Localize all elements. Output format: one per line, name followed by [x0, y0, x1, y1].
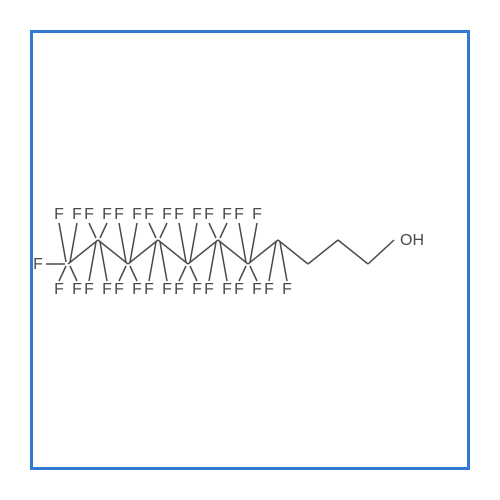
atom-label: F	[132, 281, 142, 298]
atom-label: F	[174, 206, 184, 223]
atom-label: F	[174, 281, 184, 298]
atom-label: F	[162, 206, 172, 223]
atom-label: F	[33, 256, 43, 273]
atom-label: F	[234, 281, 244, 298]
atom-label: F	[204, 206, 214, 223]
atom-label: F	[102, 281, 112, 298]
atom-label: F	[114, 206, 124, 223]
atom-label: F	[192, 281, 202, 298]
atom-label: F	[252, 206, 262, 223]
atom-label: F	[144, 281, 154, 298]
atom-label: F	[102, 206, 112, 223]
image-frame: FFFFFFFFFFFFFFFFFFFFFFFFFFFFFFFOH	[30, 30, 470, 470]
atom-label: F	[84, 281, 94, 298]
atom-label: F	[54, 281, 64, 298]
atom-label: F	[264, 281, 274, 298]
atom-label: F	[192, 206, 202, 223]
atom-label: F	[144, 206, 154, 223]
atom-label: F	[72, 206, 82, 223]
atom-label: F	[204, 281, 214, 298]
atom-label: F	[84, 206, 94, 223]
atom-label: F	[234, 206, 244, 223]
atom-label: F	[132, 206, 142, 223]
atom-label: F	[282, 281, 292, 298]
atom-label: F	[54, 206, 64, 223]
atom-label: OH	[400, 232, 424, 249]
atom-label: F	[252, 281, 262, 298]
molecule-diagram: FFFFFFFFFFFFFFFFFFFFFFFFFFFFFFFOH	[33, 33, 467, 467]
atom-label: F	[114, 281, 124, 298]
atom-label: F	[162, 281, 172, 298]
atom-label: F	[222, 206, 232, 223]
atom-label: F	[72, 281, 82, 298]
atom-label: F	[222, 281, 232, 298]
